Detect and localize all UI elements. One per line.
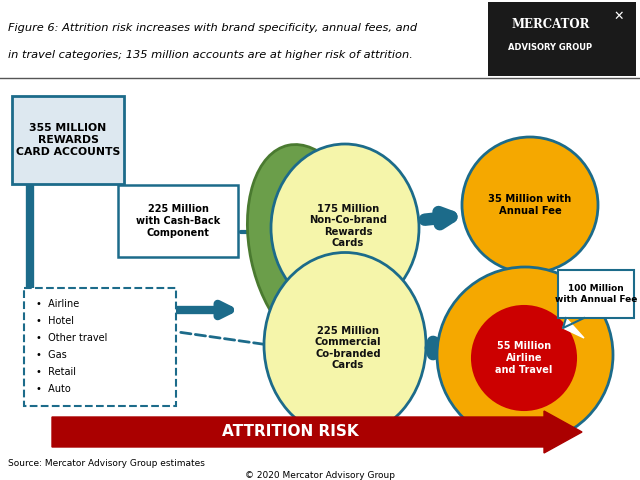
Text: Figure 6: Attrition risk increases with brand specificity, annual fees, and: Figure 6: Attrition risk increases with … xyxy=(8,23,417,33)
Text: 35 Million with
Annual Fee: 35 Million with Annual Fee xyxy=(488,194,572,216)
Text: 55 Million
Airline
and Travel: 55 Million Airline and Travel xyxy=(495,341,553,374)
Text: Source: Mercator Advisory Group estimates: Source: Mercator Advisory Group estimate… xyxy=(8,459,205,468)
Text: •  Airline: • Airline xyxy=(36,299,79,309)
FancyArrow shape xyxy=(52,411,582,453)
Text: in travel categories; 135 million accounts are at higher risk of attrition.: in travel categories; 135 million accoun… xyxy=(8,50,413,60)
Text: 175 Million
Non-Co-brand
Rewards
Cards: 175 Million Non-Co-brand Rewards Cards xyxy=(309,204,387,249)
Ellipse shape xyxy=(264,252,426,437)
Bar xyxy=(488,2,636,76)
Text: •  Other travel: • Other travel xyxy=(36,333,108,343)
Ellipse shape xyxy=(248,144,372,351)
Text: •  Hotel: • Hotel xyxy=(36,316,74,326)
Text: ATTRITION RISK: ATTRITION RISK xyxy=(222,424,359,440)
Bar xyxy=(12,96,124,184)
Text: MERCATOR: MERCATOR xyxy=(511,17,589,31)
Circle shape xyxy=(462,137,598,273)
Text: 225 Million
with Cash-Back
Component: 225 Million with Cash-Back Component xyxy=(136,204,220,238)
Bar xyxy=(118,185,238,257)
Bar xyxy=(0,78,640,480)
Ellipse shape xyxy=(271,144,419,312)
Text: 355 MILLION
REWARDS
CARD ACCOUNTS: 355 MILLION REWARDS CARD ACCOUNTS xyxy=(16,123,120,156)
Text: •  Retail: • Retail xyxy=(36,367,76,377)
Text: ADVISORY GROUP: ADVISORY GROUP xyxy=(508,43,592,51)
Bar xyxy=(24,288,176,406)
Circle shape xyxy=(437,267,613,443)
Text: 100 Million
with Annual Fee: 100 Million with Annual Fee xyxy=(555,284,637,304)
Text: •  Auto: • Auto xyxy=(36,384,71,394)
Polygon shape xyxy=(563,318,584,338)
Circle shape xyxy=(472,306,576,410)
Bar xyxy=(0,0,640,78)
Text: ✕: ✕ xyxy=(613,10,623,23)
Text: 225 Million
Commercial
Co-branded
Cards: 225 Million Commercial Co-branded Cards xyxy=(315,325,381,371)
Text: © 2020 Mercator Advisory Group: © 2020 Mercator Advisory Group xyxy=(245,471,395,480)
Text: •  Gas: • Gas xyxy=(36,350,67,360)
Bar xyxy=(558,270,634,318)
